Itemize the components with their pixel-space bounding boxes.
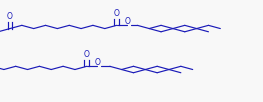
Text: O: O	[124, 17, 130, 26]
Text: O: O	[114, 9, 120, 18]
Text: O: O	[94, 58, 100, 67]
Text: O: O	[84, 50, 90, 59]
Text: O: O	[7, 12, 13, 21]
